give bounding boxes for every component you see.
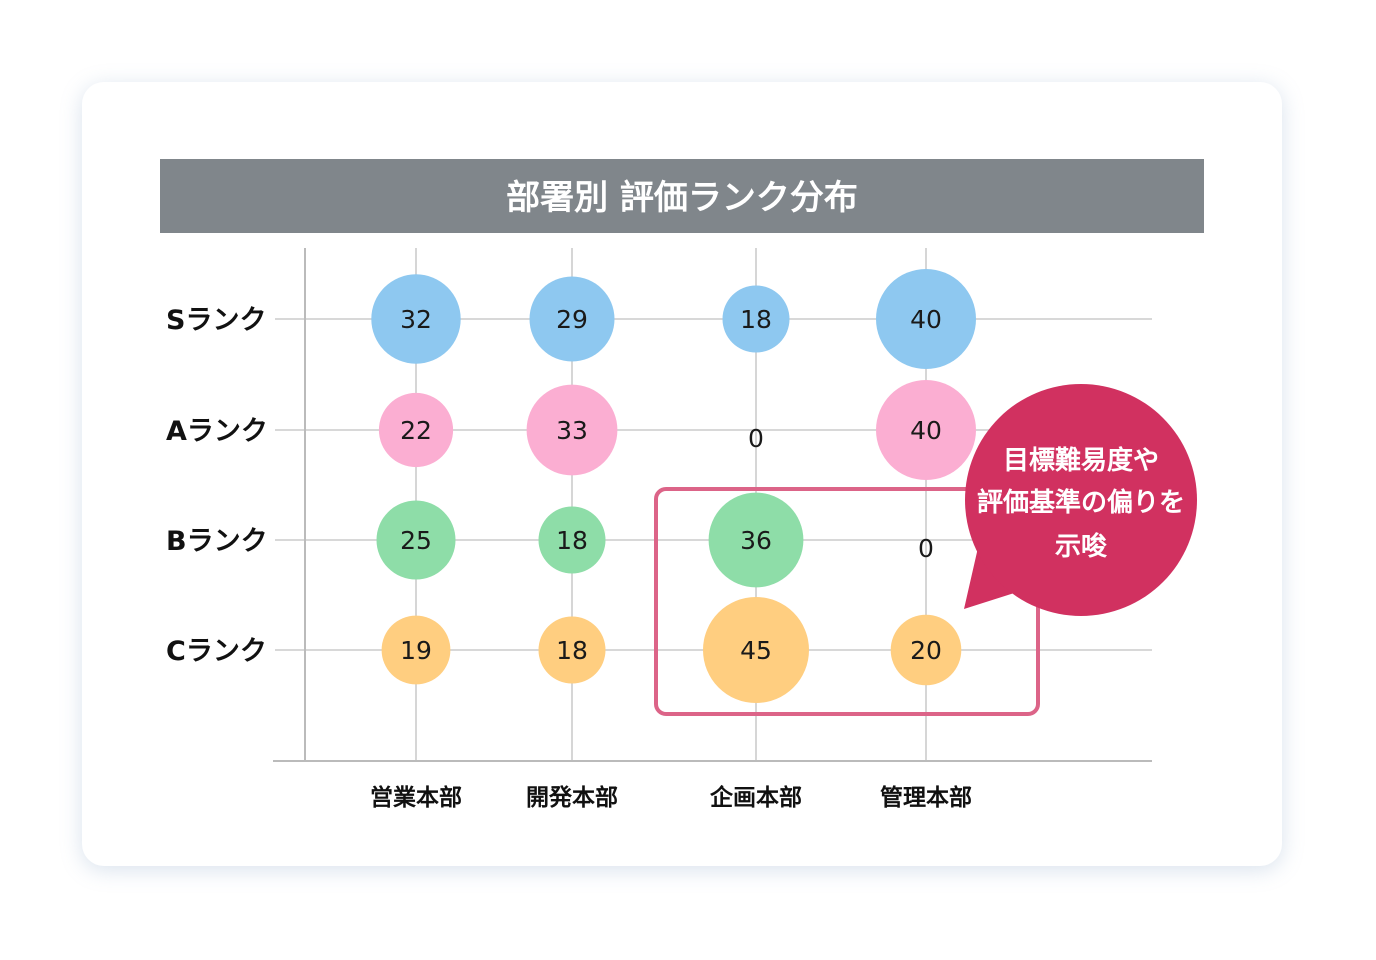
- bubble-value-r1-c1: 32: [400, 305, 432, 334]
- title-bar: [160, 159, 1204, 233]
- bubble-r2-c1: [378, 392, 454, 468]
- row-label-4: Cランク: [166, 636, 267, 667]
- bubble-value-r3-c1: 25: [400, 526, 432, 555]
- bubble-value-r1-c2: 29: [556, 305, 588, 334]
- bubble-r4-c2: [538, 616, 606, 684]
- callout-line-3: 示唆: [1055, 531, 1108, 562]
- zero-value-r2-c3: 0: [748, 424, 764, 453]
- chart-card: 部署別 評価ランク分布 32 29 18 40 22 33 0 40 25 18 36 0 19 18 45…: [82, 82, 1282, 866]
- col-label-4: 管理本部: [880, 784, 972, 811]
- bubble-r3-c1: [376, 500, 456, 580]
- bubble-value-r4-c4: 20: [910, 636, 942, 665]
- bubble-r2-c2: [526, 384, 618, 476]
- col-label-2: 開発本部: [526, 784, 618, 811]
- col-label-1: 営業本部: [370, 784, 462, 811]
- bubble-value-r1-c3: 18: [740, 305, 772, 334]
- bubble-value-r2-c2: 33: [556, 416, 588, 445]
- bubble-r1-c4: [876, 269, 976, 369]
- zero-value-r3-c4: 0: [918, 534, 934, 563]
- row-label-3: Bランク: [166, 526, 268, 557]
- bubble-r4-c1: [381, 615, 451, 685]
- bubble-r3-c3: [708, 492, 804, 588]
- bubble-r3-c2: [538, 506, 606, 574]
- bubble-r1-c3: [722, 285, 790, 353]
- bubble-r4-c3: [703, 597, 809, 703]
- bubble-r1-c2: [529, 276, 615, 362]
- bubbles: 32 29 18 40 22 33 0 40 25 18 36 0 19 18 45 20: [371, 269, 976, 703]
- bubble-value-r3-c3: 36: [740, 526, 772, 555]
- row-label-2: Aランク: [166, 416, 268, 447]
- bubble-chart: 部署別 評価ランク分布 32 29 18 40 22 33 0 40 25 18 36 0 19 18 45…: [160, 159, 1204, 811]
- col-label-3: 企画本部: [709, 784, 802, 811]
- bubble-value-r4-c3: 45: [740, 636, 772, 665]
- bubble-value-r4-c1: 19: [400, 636, 432, 665]
- bubble-value-r2-c4: 40: [910, 416, 942, 445]
- bubble-value-r1-c4: 40: [910, 305, 942, 334]
- callout-line-2: 評価基準の偏りを: [977, 487, 1185, 518]
- callout-line-1: 目標難易度や: [1003, 445, 1159, 476]
- bubble-r2-c4: [876, 380, 976, 480]
- callout-bubble: [965, 384, 1197, 616]
- chart-title: 部署別 評価ランク分布: [506, 178, 858, 218]
- bubble-value-r4-c2: 18: [556, 636, 588, 665]
- bubble-value-r3-c2: 18: [556, 526, 588, 555]
- row-label-1: Sランク: [166, 305, 266, 336]
- bubble-r4-c4: [890, 614, 962, 686]
- bubble-value-r2-c1: 22: [400, 416, 432, 445]
- bubble-r1-c1: [371, 274, 461, 364]
